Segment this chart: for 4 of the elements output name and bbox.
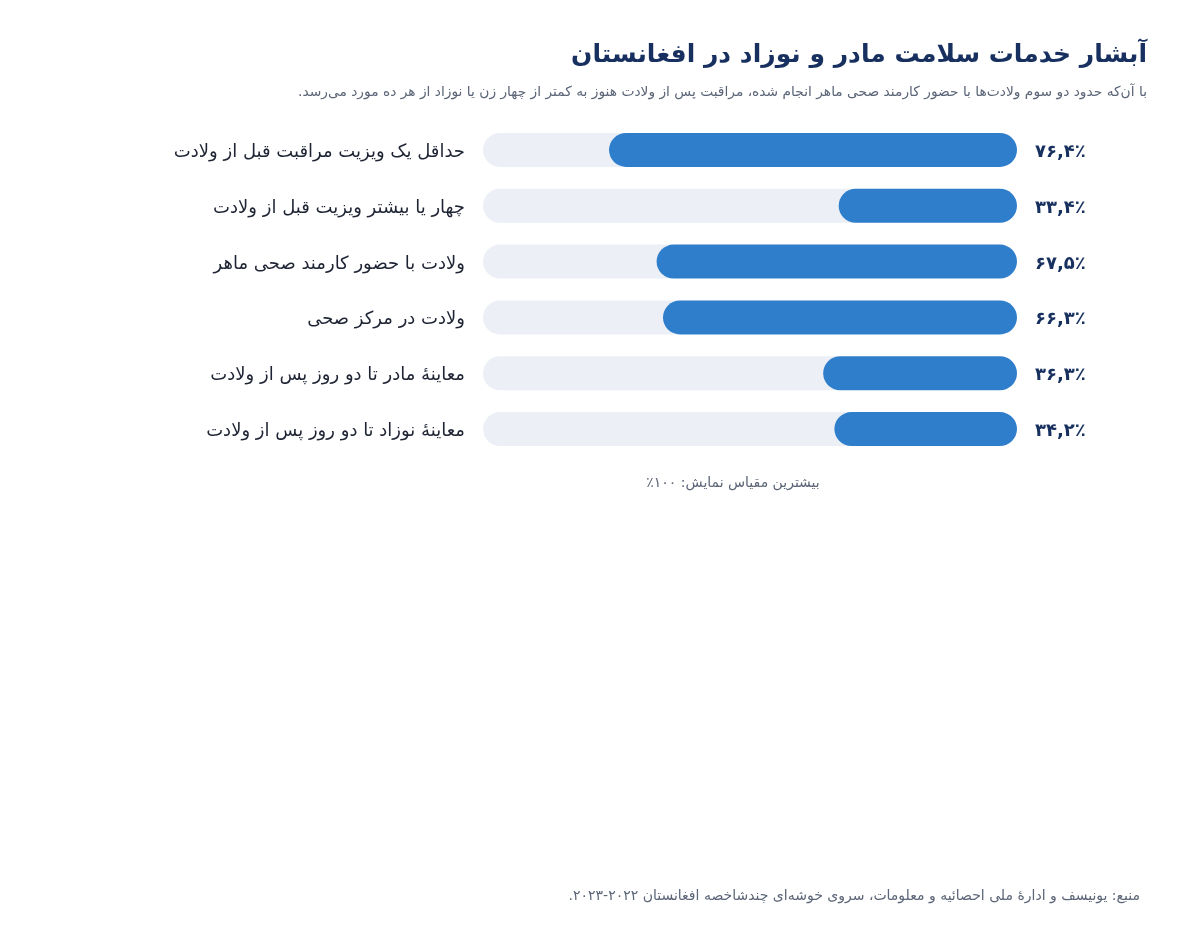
title: آبشار خدمات سلامت مادر و نوزاد در افغانستان xyxy=(571,39,1147,68)
annotation: بیشترین مقیاس نمایش: ۱۰۰٪ xyxy=(646,474,820,490)
annotation: منبع: یونیسف و ادارهٔ ملی احصائیه و معلومات، سروی خوشه‌ای چندشاخصه افغانستان ۲۰۲۲-۲۰۲۳. xyxy=(568,887,1140,903)
subtitle: با آن‌که حدود دو سوم ولادت‌ها با حضور کارمند صحی ماهر انجام شده، مراقبت پس از ولادت هنوز به کمتر از چهار زن یا نوزاد از هر ده مورد می‌رسد. xyxy=(298,83,1147,99)
